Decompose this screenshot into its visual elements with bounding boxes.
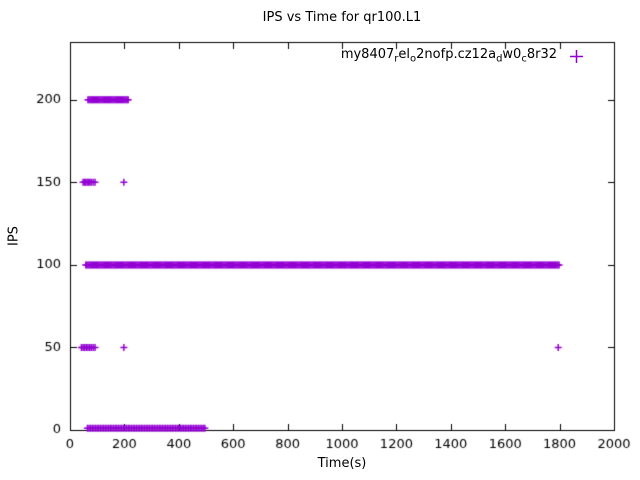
y-axis-label: IPS bbox=[6, 226, 22, 246]
legend-label: my8407relo2nofp.cz12adw0c8r32 bbox=[340, 47, 557, 65]
legend: my8407relo2nofp.cz12adw0c8r32 bbox=[341, 48, 584, 65]
chart-title: IPS vs Time for qr100.L1 bbox=[262, 10, 422, 25]
legend-marker-plus-icon bbox=[569, 49, 584, 64]
x-axis-label: Time(s) bbox=[317, 456, 367, 471]
